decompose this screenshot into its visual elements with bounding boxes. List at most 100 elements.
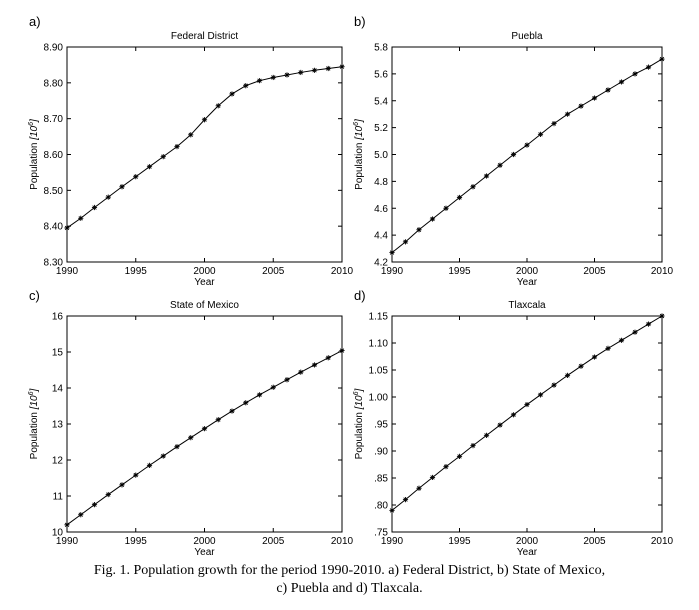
marker-stroke — [147, 164, 152, 169]
marker-stroke — [257, 392, 262, 398]
plot-frame — [391, 315, 663, 533]
chart-panel-3: c) State of Mexico 1990 1995 2000 2005 2010 10 1… — [28, 288, 354, 558]
marker-stroke — [497, 422, 503, 428]
data-point — [402, 239, 409, 245]
data-point — [78, 512, 84, 518]
y-tick-label: 5.4 — [374, 96, 388, 107]
data-point — [325, 355, 331, 361]
data-point — [339, 347, 345, 354]
marker-stroke — [416, 486, 422, 491]
y-axis-label: Population [106] — [353, 119, 365, 190]
caption-line-1: Fig. 1. Population growth for the period… — [93, 563, 606, 578]
marker-stroke — [538, 132, 543, 137]
plot-frame — [391, 46, 663, 263]
data-point — [605, 345, 611, 351]
marker-stroke — [161, 154, 166, 159]
data-point — [564, 372, 571, 378]
marker-stroke — [64, 225, 70, 231]
caption-line-2: c) Puebla and d) Tlaxcala. — [276, 581, 423, 596]
x-axis-label: Year — [194, 547, 215, 558]
x-tick-label: 2000 — [516, 266, 539, 277]
marker-stroke — [339, 348, 345, 353]
x-tick-label: 2005 — [262, 536, 285, 547]
data-point — [256, 78, 263, 84]
marker-stroke — [443, 464, 449, 469]
marker-stroke — [229, 91, 235, 97]
marker-stroke — [257, 78, 262, 83]
y-tick-label: 5.8 — [374, 43, 388, 54]
chart-title: Tlaxcala — [508, 300, 546, 311]
marker-stroke — [188, 132, 193, 137]
x-tick-label: 2010 — [331, 536, 354, 547]
marker-stroke — [646, 64, 651, 70]
data-point — [146, 462, 153, 468]
marker-stroke — [389, 250, 395, 255]
x-tick-label: 2010 — [331, 266, 354, 277]
marker-stroke — [592, 95, 597, 101]
data-point — [632, 71, 638, 77]
marker-stroke — [339, 64, 345, 69]
marker-stroke — [484, 433, 489, 438]
data-point — [429, 216, 436, 222]
y-tick-label: 8.70 — [44, 114, 64, 125]
panel-label: c) — [29, 288, 40, 303]
marker-stroke — [403, 239, 408, 245]
marker-stroke — [271, 385, 276, 390]
marker-stroke — [578, 103, 584, 109]
data-point — [119, 184, 125, 190]
panel-label: b) — [354, 14, 366, 29]
data-point — [215, 417, 221, 423]
data-point — [229, 408, 235, 414]
data-point — [270, 74, 276, 81]
data-point — [605, 87, 611, 93]
marker-stroke — [229, 408, 235, 414]
data-point — [188, 435, 194, 441]
data-point — [524, 142, 530, 148]
data-point — [443, 205, 449, 211]
figure-caption: Fig. 1. Population growth for the period… — [0, 562, 699, 598]
y-axis-label-exponent: 6 — [353, 391, 360, 395]
marker-stroke — [443, 206, 449, 211]
data-point — [416, 485, 422, 491]
marker-stroke — [119, 482, 125, 488]
x-tick-label: 2010 — [651, 266, 674, 277]
chart-panel-2: b) Puebla 1990 1995 2000 2005 2010 4.2 4.4 4.6 4.8… — [353, 14, 674, 288]
data-point — [174, 444, 180, 450]
data-point — [311, 67, 318, 73]
y-tick-label: 8.40 — [44, 222, 64, 233]
panel-label: d) — [354, 288, 366, 303]
marker-stroke — [565, 111, 570, 117]
chart-panel-1: a) Federal District 1990 1995 2000 2005 2010 8.… — [28, 14, 354, 288]
marker-stroke — [243, 400, 248, 405]
marker-stroke — [133, 472, 138, 478]
marker-stroke — [430, 475, 435, 480]
x-axis-label: Year — [517, 277, 538, 288]
x-tick-label: 1990 — [56, 536, 79, 547]
x-tick-label: 2000 — [516, 536, 539, 547]
data-point — [91, 204, 98, 211]
x-tick-label: 1990 — [56, 266, 79, 277]
marker-stroke — [619, 338, 624, 343]
data-point — [133, 472, 139, 478]
marker-stroke — [389, 508, 395, 513]
y-axis-label-unit: [10 — [354, 125, 365, 140]
marker-stroke — [524, 142, 530, 148]
y-axis-label-unit: [10 — [29, 125, 40, 140]
y-tick-label: 4.2 — [374, 258, 388, 269]
marker-stroke — [133, 174, 138, 179]
data-point — [243, 83, 249, 89]
data-point — [510, 412, 517, 418]
data-point — [174, 144, 180, 150]
y-tick-label: .75 — [374, 528, 388, 539]
data-point — [325, 65, 331, 72]
marker-stroke — [106, 492, 111, 497]
chart-title: Puebla — [511, 31, 543, 42]
y-axis-label: Population [106] — [28, 388, 40, 459]
series-line — [66, 66, 343, 229]
data-point — [551, 120, 557, 127]
marker-stroke — [511, 412, 516, 418]
plot-frame — [66, 315, 343, 533]
y-tick-label: 11 — [53, 492, 64, 503]
y-tick-label: .95 — [374, 420, 388, 431]
y-tick-label: 13 — [52, 420, 64, 431]
